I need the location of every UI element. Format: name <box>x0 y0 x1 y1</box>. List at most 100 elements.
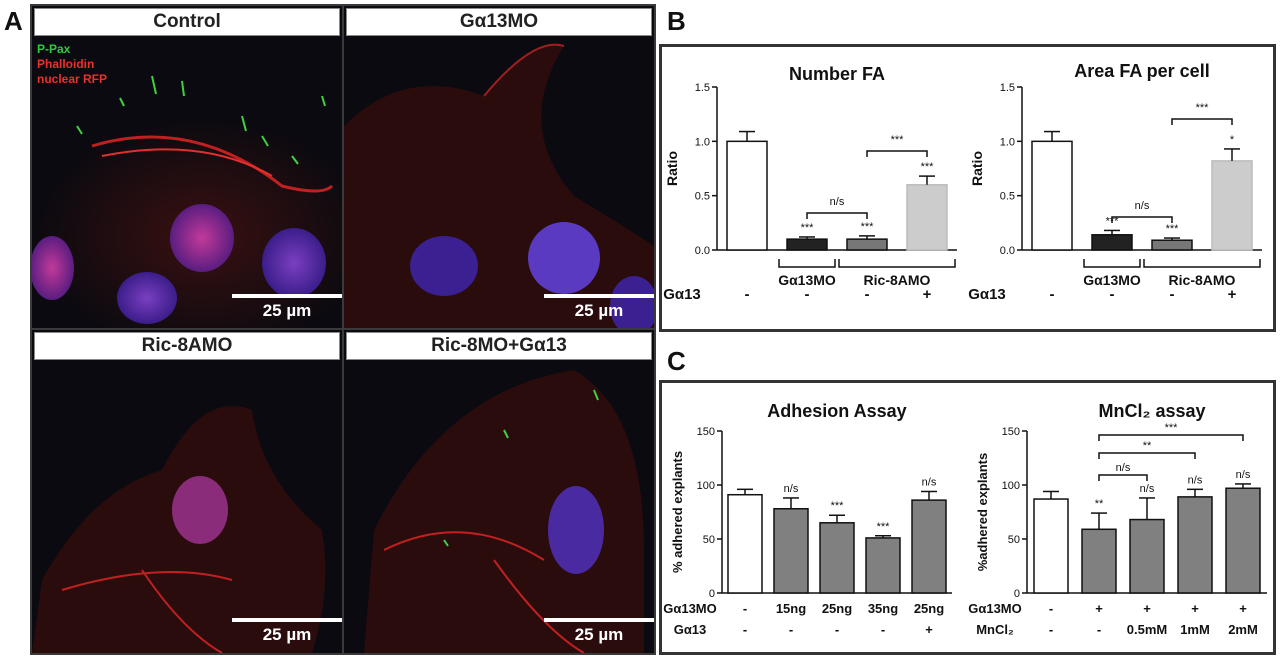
y-axis-label: %adhered explants <box>975 453 990 572</box>
y-tick-label: 50 <box>703 534 715 546</box>
row-value: - <box>745 286 750 303</box>
micrograph-title: Ric-8AMO <box>34 332 340 360</box>
row-value: 0.5mM <box>1127 622 1167 637</box>
significance-label: *** <box>921 161 935 173</box>
micrograph-control: Control P-Pax Phalloidin nuclear RFP 25 … <box>32 6 342 328</box>
bar <box>1151 239 1193 251</box>
comparison-bracket <box>1111 216 1173 223</box>
group-label: Ric-8AMO <box>864 272 931 288</box>
group-label: Gα13MO <box>1083 272 1141 288</box>
row-value: - <box>1049 622 1053 637</box>
y-tick-label: 0 <box>1014 588 1020 600</box>
row-value: + <box>923 286 932 303</box>
bar <box>727 493 763 594</box>
bar <box>1177 496 1213 594</box>
bar <box>1031 140 1073 251</box>
row-value: - <box>881 622 885 637</box>
micrograph-title: Control <box>34 8 340 36</box>
row-label: Gα13MO <box>663 601 717 616</box>
row-value: + <box>1143 601 1151 616</box>
row-value: 35ng <box>868 601 898 616</box>
row-value: + <box>1239 601 1247 616</box>
group-bracket <box>838 259 956 268</box>
row-label: Gα13 <box>663 286 701 303</box>
row-value: 2mM <box>1228 622 1258 637</box>
row-label: Gα13 <box>674 622 707 637</box>
significance-label: *** <box>831 500 845 512</box>
group-label: Gα13MO <box>778 272 836 288</box>
comparison-bracket <box>1171 118 1233 125</box>
significance-label: n/s <box>1188 474 1203 486</box>
group-bracket <box>1083 259 1141 268</box>
panel-letter-b: B <box>667 6 686 36</box>
row-value: 25ng <box>822 601 852 616</box>
chart-title: Adhesion Assay <box>767 401 906 421</box>
legend-ppax: P-Pax <box>37 42 71 56</box>
y-axis-label: Ratio <box>969 151 985 186</box>
significance-label: * <box>1230 134 1235 146</box>
row-value: - <box>1050 286 1055 303</box>
channel-legend: P-Pax Phalloidin nuclear RFP <box>37 42 107 87</box>
bar <box>1091 234 1133 251</box>
panel-letter-c: C <box>667 346 686 376</box>
group-bracket <box>778 259 836 268</box>
micrograph-ric8amo: Ric-8AMO 25 µm <box>32 330 342 653</box>
panel-b-box: Number FA Ratio 0.0 0.5 1.0 1.5 *** *** *** n/s **… <box>659 44 1276 332</box>
bar <box>906 184 948 251</box>
significance-label: n/s <box>1236 469 1251 481</box>
row-value: - <box>743 622 747 637</box>
comparison-bracket <box>866 150 928 157</box>
chart-title: Number FA <box>789 64 885 84</box>
scale-bar: 25 µm <box>544 618 654 645</box>
micrograph-ric8mo-ga13: Ric-8MO+Gα13 25 µm <box>344 330 654 653</box>
y-tick-label: 0.5 <box>695 191 710 203</box>
bar <box>786 238 828 251</box>
y-tick-label: 100 <box>1002 480 1020 492</box>
bracket-label: *** <box>1165 422 1179 434</box>
group-label: Ric-8AMO <box>1169 272 1236 288</box>
bar <box>865 537 901 594</box>
comparison-bracket <box>806 212 868 219</box>
panel-c-charts: Adhesion Assay % adhered explants 0 50 100 15… <box>663 401 1267 637</box>
y-tick-label: 0 <box>709 588 715 600</box>
significance-label: *** <box>1166 223 1180 235</box>
y-axis-label: % adhered explants <box>670 451 685 573</box>
bar <box>1081 528 1117 594</box>
y-tick-label: 1.0 <box>1000 136 1015 148</box>
row-value: - <box>835 622 839 637</box>
row-value: - <box>1097 622 1101 637</box>
scale-bar: 25 µm <box>232 294 342 321</box>
comparison-bracket <box>1098 434 1244 441</box>
significance-label: *** <box>861 221 875 233</box>
scale-bar: 25 µm <box>544 294 654 321</box>
scale-bar: 25 µm <box>232 618 342 645</box>
comparison-bracket <box>1098 452 1196 459</box>
bar <box>1211 160 1253 251</box>
legend-phalloidin: Phalloidin <box>37 57 95 71</box>
micrograph-image <box>364 370 644 653</box>
bar <box>911 499 947 594</box>
micrograph-grid: Control P-Pax Phalloidin nuclear RFP 25 … <box>30 4 656 655</box>
y-tick-label: 1.5 <box>695 82 710 94</box>
row-value: - <box>789 622 793 637</box>
y-tick-label: 0.5 <box>1000 191 1015 203</box>
micrograph-image <box>344 43 654 328</box>
bar <box>846 238 888 251</box>
bracket-label: n/s <box>830 196 845 208</box>
legend-nuclear-rfp: nuclear RFP <box>37 72 108 86</box>
row-value: - <box>1110 286 1115 303</box>
micrograph-image <box>32 75 342 328</box>
chart-title: Area FA per cell <box>1074 61 1209 81</box>
significance-label: n/s <box>922 476 937 488</box>
bar <box>773 508 809 594</box>
row-label: Gα13MO <box>968 601 1022 616</box>
y-tick-label: 150 <box>1002 426 1020 438</box>
row-value: 1mM <box>1180 622 1210 637</box>
bar <box>726 140 768 251</box>
row-label: MnCl₂ <box>976 622 1014 637</box>
row-value: - <box>743 601 747 616</box>
bar <box>1033 498 1069 594</box>
micrograph-image <box>32 406 326 653</box>
row-value: - <box>1170 286 1175 303</box>
y-tick-label: 1.0 <box>695 136 710 148</box>
